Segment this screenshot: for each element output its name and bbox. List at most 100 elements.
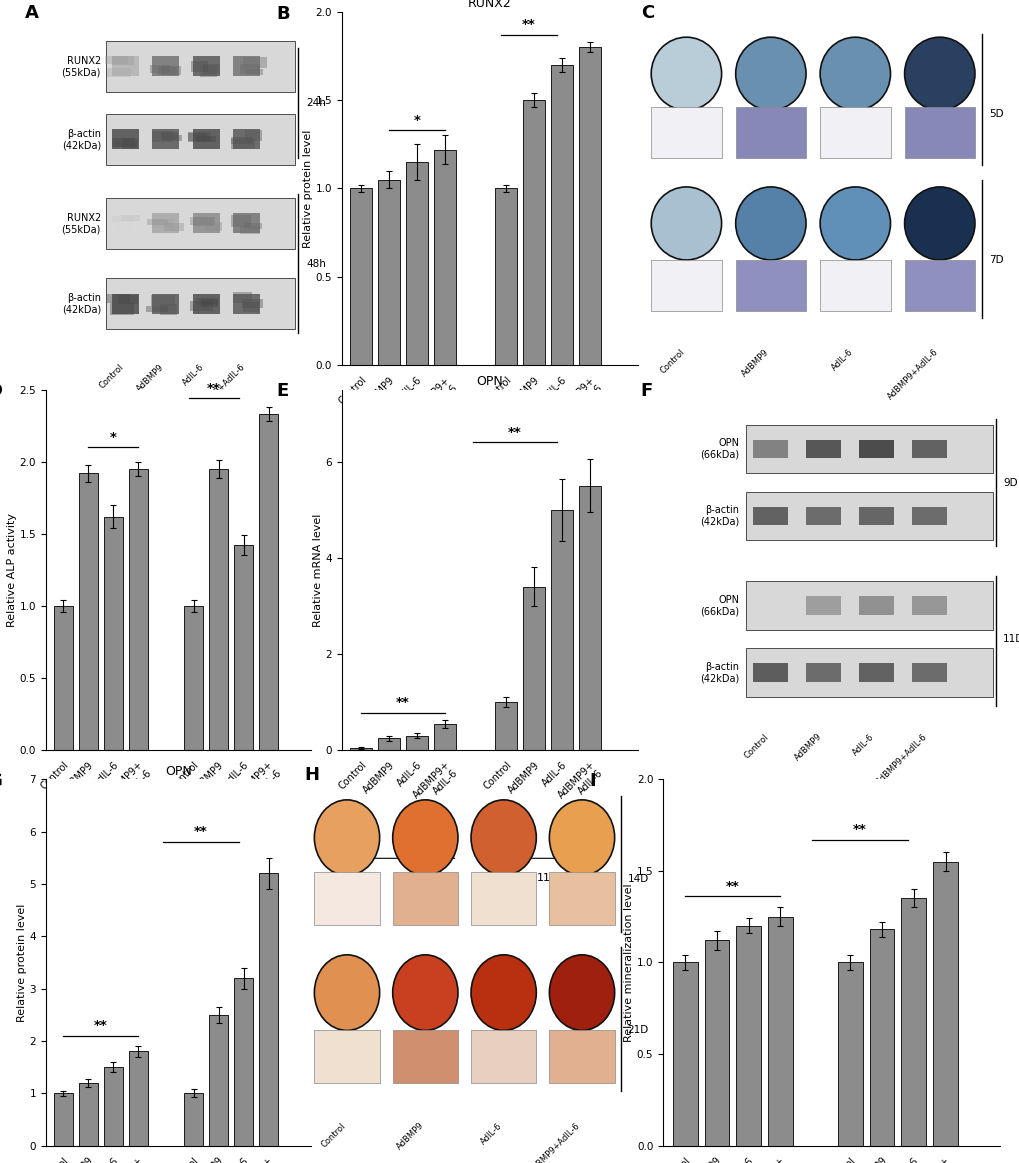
Text: Control: Control — [658, 348, 686, 376]
Bar — [746, 492, 991, 541]
Bar — [239, 227, 260, 234]
Text: Control: Control — [319, 1121, 346, 1149]
Bar — [805, 507, 841, 526]
Text: 9D: 9D — [395, 872, 411, 883]
Text: RUNX2
(55kDa): RUNX2 (55kDa) — [61, 56, 101, 77]
Text: β-actin
(42kDa): β-actin (42kDa) — [699, 662, 739, 683]
Bar — [233, 545, 253, 750]
Bar — [152, 129, 179, 150]
Text: AdBMP9: AdBMP9 — [394, 1121, 425, 1151]
Bar — [104, 1068, 123, 1146]
Text: **: ** — [507, 426, 521, 438]
Circle shape — [392, 955, 458, 1030]
Bar — [805, 597, 841, 615]
Bar — [753, 663, 788, 682]
Bar — [471, 1030, 536, 1084]
Circle shape — [904, 187, 974, 261]
Text: 7D: 7D — [223, 872, 238, 883]
Bar — [735, 107, 805, 158]
Bar — [197, 298, 218, 305]
Bar — [54, 606, 73, 750]
Text: Control: Control — [742, 732, 770, 759]
Text: 11D: 11D — [1002, 634, 1019, 644]
Bar — [549, 872, 614, 925]
Text: 9D: 9D — [1002, 478, 1017, 487]
Bar — [110, 304, 135, 315]
Circle shape — [549, 800, 614, 876]
Bar — [189, 133, 207, 142]
Bar — [858, 663, 894, 682]
Bar — [233, 56, 260, 77]
Circle shape — [471, 955, 536, 1030]
Bar — [193, 213, 220, 234]
Bar — [106, 114, 296, 165]
Circle shape — [819, 37, 890, 110]
Bar — [106, 278, 296, 329]
Bar — [406, 162, 428, 365]
Y-axis label: Relative mineralization level: Relative mineralization level — [624, 883, 633, 1042]
Bar — [161, 131, 178, 140]
Bar — [735, 261, 805, 311]
Y-axis label: Relative ALP activity: Relative ALP activity — [7, 513, 16, 627]
Text: β-actin
(42kDa): β-actin (42kDa) — [61, 129, 101, 150]
Bar — [104, 516, 123, 750]
Bar — [107, 67, 130, 77]
Circle shape — [314, 800, 379, 876]
Text: **: ** — [395, 695, 410, 709]
Text: D: D — [0, 383, 3, 400]
Bar — [650, 261, 720, 311]
Bar — [242, 299, 262, 308]
Bar — [650, 107, 720, 158]
Text: *: * — [110, 430, 117, 443]
Text: 5D: 5D — [988, 109, 1003, 119]
Text: AdIL-6: AdIL-6 — [181, 362, 206, 387]
Bar — [191, 60, 208, 72]
Text: **: ** — [852, 823, 866, 836]
Bar — [805, 440, 841, 458]
Bar — [152, 56, 179, 77]
Bar — [434, 150, 455, 365]
Bar — [392, 872, 458, 925]
Bar — [392, 1030, 458, 1084]
Bar — [209, 1014, 228, 1146]
Bar — [746, 582, 991, 629]
Circle shape — [904, 37, 974, 110]
Bar — [191, 217, 213, 224]
Text: **: ** — [522, 19, 535, 31]
Bar — [550, 509, 573, 750]
Text: E: E — [276, 383, 288, 400]
Circle shape — [314, 955, 379, 1030]
Bar — [78, 1083, 98, 1146]
Text: 11D: 11D — [536, 872, 558, 883]
Text: I: I — [588, 772, 595, 790]
Title: RUNX2: RUNX2 — [468, 0, 511, 10]
Bar — [579, 486, 600, 750]
Bar — [193, 56, 220, 77]
Bar — [159, 304, 177, 315]
Bar — [112, 56, 139, 77]
Bar — [106, 198, 296, 249]
Title: OPN: OPN — [476, 376, 502, 388]
Bar — [911, 597, 946, 615]
Circle shape — [549, 955, 614, 1030]
Bar — [205, 222, 222, 231]
Bar — [193, 294, 220, 314]
Text: AdIL-6: AdIL-6 — [829, 348, 855, 372]
Circle shape — [392, 800, 458, 876]
Bar — [736, 926, 760, 1146]
Bar — [152, 130, 173, 142]
Bar — [239, 64, 260, 73]
Bar — [819, 107, 890, 158]
Bar — [523, 586, 544, 750]
Text: AdBMP9+AdIL-6: AdBMP9+AdIL-6 — [193, 362, 247, 416]
Bar — [112, 213, 139, 234]
Text: AdIL-6: AdIL-6 — [478, 1121, 503, 1147]
Bar — [233, 978, 253, 1146]
Bar — [183, 606, 203, 750]
Bar — [259, 414, 278, 750]
Bar — [233, 129, 260, 150]
Bar — [904, 261, 974, 311]
Bar — [259, 873, 278, 1146]
Text: 14D: 14D — [627, 875, 648, 884]
Circle shape — [819, 187, 890, 261]
